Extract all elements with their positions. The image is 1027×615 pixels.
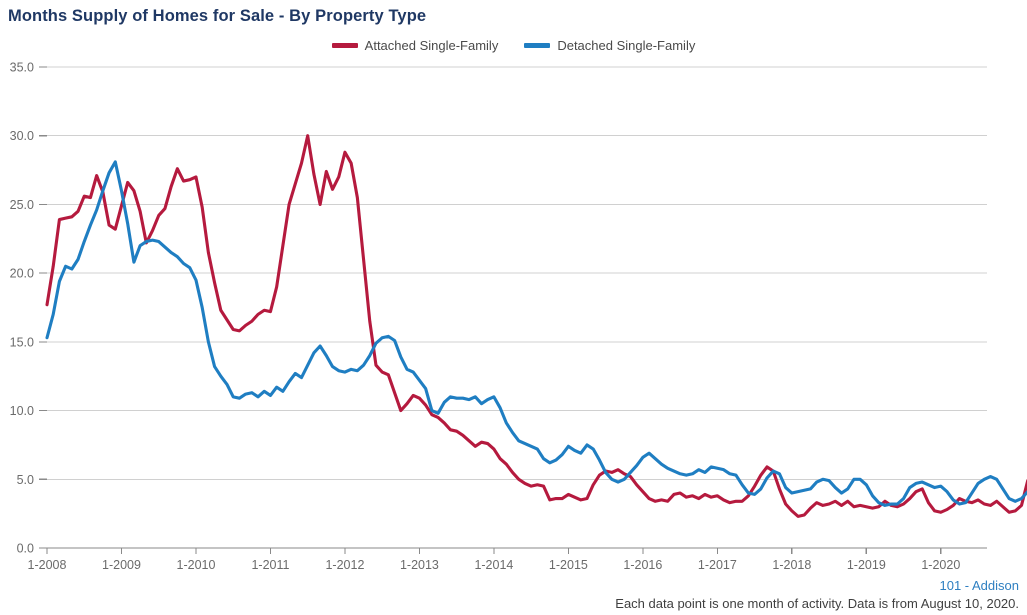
x-axis-tick-label: 1-2019 [847,558,886,572]
data-series [45,134,1027,518]
series-line-detached [45,160,1027,507]
y-axis-tick-label: 15.0 [10,335,34,349]
x-axis-tick-label: 1-2008 [28,558,67,572]
footer: 101 - Addison Each data point is one mon… [615,578,1019,611]
y-axis-tick-label: 10.0 [10,404,34,418]
x-axis-tick-label: 1-2016 [623,558,662,572]
series-line-attached [45,134,1027,518]
y-axis-tick-label: 35.0 [10,61,34,75]
y-axis-tick-label: 0.0 [17,542,34,556]
legend-label-attached: Attached Single-Family [364,38,499,53]
x-axis [39,547,987,554]
x-axis-tick-label: 1-2014 [474,558,513,572]
y-axis-tick-label: 20.0 [10,267,34,281]
x-axis-tick-label: 1-2010 [177,558,216,572]
legend-item-detached[interactable]: Detached Single-Family [524,38,695,53]
page-title: Months Supply of Homes for Sale - By Pro… [8,7,427,25]
x-axis-labels: 1-2008 1-2009 1-2010 1-2011 1-2012 1-2013 1-20… [28,558,961,572]
legend-swatch-detached [524,43,551,48]
x-axis-tick-label: 1-2020 [921,558,960,572]
x-axis-tick-label: 1-2017 [698,558,737,572]
footer-note: Each data point is one month of activity… [615,596,1019,611]
gridlines [39,66,987,549]
legend-item-attached[interactable]: Attached Single-Family [331,38,499,53]
x-axis-tick-label: 1-2011 [251,558,289,572]
y-axis-labels: 0.0 5.0 10.0 15.0 20.0 25.0 30.0 35.0 [10,61,34,556]
chart-legend: Attached Single-Family Detached Single-F… [0,38,1027,53]
y-axis-tick-label: 5.0 [17,473,34,487]
x-axis-tick-label: 1-2012 [325,558,364,572]
legend-label-detached: Detached Single-Family [557,38,696,53]
y-axis-tick-label: 30.0 [10,129,34,143]
district-label: 101 - Addison [939,578,1019,593]
y-axis-tick-label: 25.0 [10,198,34,212]
x-axis-tick-label: 1-2015 [549,558,588,572]
legend-swatch-attached [331,43,358,48]
x-axis-tick-label: 1-2018 [772,558,811,572]
x-axis-tick-label: 1-2009 [102,558,141,572]
x-axis-tick-label: 1-2013 [400,558,439,572]
